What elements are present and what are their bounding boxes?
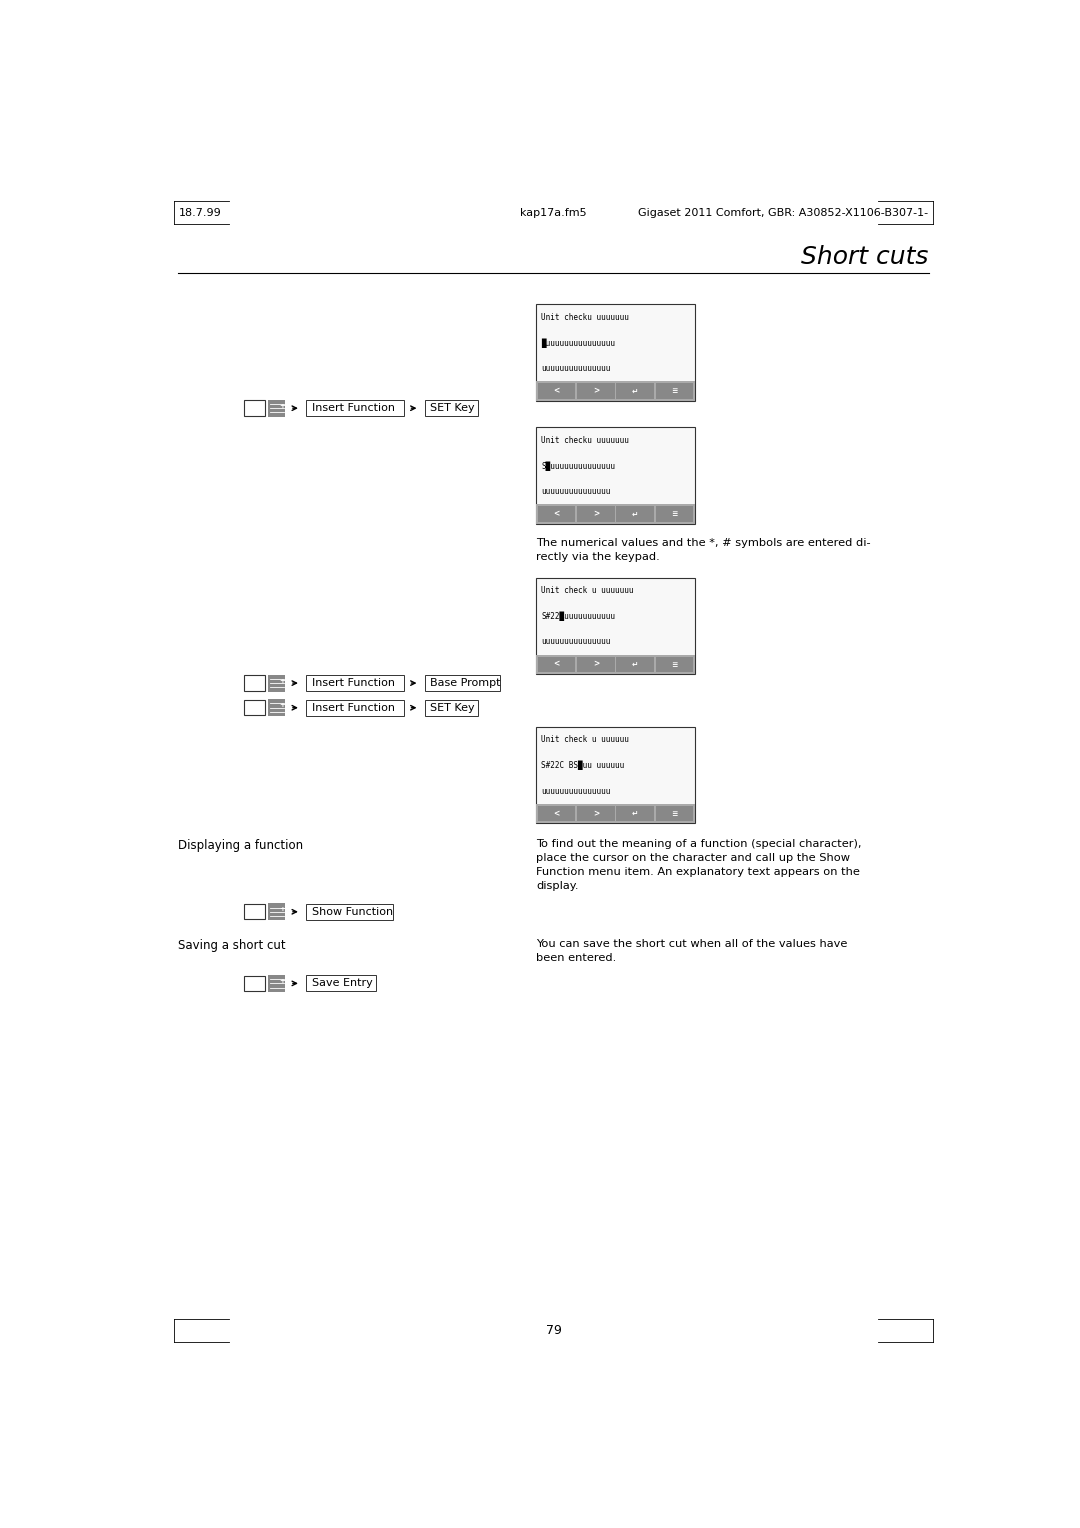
Text: Unit checku uuuuuuu: Unit checku uuuuuuu (541, 313, 630, 321)
Bar (243, 675, 266, 691)
Text: ≡: ≡ (671, 810, 677, 817)
Text: █uuuuuuuuuuuuuuu: █uuuuuuuuuuuuuuu (541, 338, 616, 347)
Text: uuuuuuuuuuuuuuu: uuuuuuuuuuuuuuu (541, 637, 611, 646)
Bar (536, 382, 694, 400)
Bar (536, 504, 694, 524)
Bar (536, 428, 694, 524)
Bar (243, 905, 266, 920)
Bar (617, 384, 653, 399)
Bar (617, 657, 653, 672)
Text: Gigaset 2011 Comfort, GBR: A30852-X1106-B307-1-: Gigaset 2011 Comfort, GBR: A30852-X1106-… (638, 208, 929, 217)
Bar (538, 805, 576, 822)
Text: Insert Function: Insert Function (312, 678, 394, 688)
Bar (307, 400, 404, 416)
Bar (268, 400, 285, 417)
Bar (268, 903, 285, 920)
Text: ↵: ↵ (632, 509, 638, 518)
Bar (538, 384, 576, 399)
Text: Unit check u uuuuuuu: Unit check u uuuuuuu (541, 585, 634, 594)
Bar (268, 975, 285, 992)
Text: Show Function: Show Function (312, 906, 393, 917)
Text: +: + (280, 403, 285, 410)
Text: uuuuuuuuuuuuuuu: uuuuuuuuuuuuuuu (541, 787, 611, 796)
Bar (577, 657, 615, 672)
Bar (307, 675, 404, 691)
Text: Insert Function: Insert Function (312, 703, 394, 712)
Text: SET Key: SET Key (430, 703, 475, 712)
Text: SET Key: SET Key (430, 403, 475, 413)
Text: ↵: ↵ (632, 387, 638, 396)
Text: ↵: ↵ (632, 810, 638, 817)
Bar (424, 675, 500, 691)
Bar (577, 805, 615, 822)
Bar (656, 657, 693, 672)
Text: +: + (280, 678, 285, 683)
Text: ≡: ≡ (671, 387, 677, 396)
Text: >: > (593, 810, 599, 817)
Text: <: < (554, 387, 559, 396)
Bar (538, 506, 576, 521)
Bar (268, 675, 285, 692)
Text: ↵: ↵ (632, 660, 638, 669)
Bar (577, 506, 615, 521)
Text: <: < (554, 509, 559, 518)
Bar (536, 654, 694, 674)
Text: ≡: ≡ (671, 509, 677, 518)
Bar (656, 384, 693, 399)
Text: S█uuuuuuuuuuuuuu: S█uuuuuuuuuuuuuu (541, 461, 616, 471)
Bar (268, 700, 285, 717)
Bar (656, 805, 693, 822)
Bar (243, 976, 266, 992)
Bar (538, 657, 576, 672)
Bar (307, 903, 393, 920)
Text: Displaying a function: Displaying a function (178, 839, 303, 851)
Text: uuuuuuuuuuuuuuu: uuuuuuuuuuuuuuu (541, 364, 611, 373)
Bar (536, 304, 694, 400)
Text: +: + (280, 906, 285, 912)
Bar (617, 805, 653, 822)
Text: Unit checku uuuuuuu: Unit checku uuuuuuu (541, 435, 630, 445)
Text: 18.7.99: 18.7.99 (178, 208, 221, 217)
Text: >: > (593, 387, 599, 396)
Bar (424, 700, 477, 715)
Bar (307, 700, 404, 715)
Bar (243, 400, 266, 416)
Text: Unit check u uuuuuu: Unit check u uuuuuu (541, 735, 630, 744)
Text: S#22█uuuuuuuuuuu: S#22█uuuuuuuuuuu (541, 611, 616, 620)
Text: S#22C BS█uu uuuuuu: S#22C BS█uu uuuuuu (541, 761, 624, 770)
Text: Insert Function: Insert Function (312, 403, 394, 413)
Text: 79: 79 (545, 1325, 562, 1337)
Bar (424, 400, 477, 416)
Bar (617, 506, 653, 521)
Text: To find out the meaning of a function (special character),
place the cursor on t: To find out the meaning of a function (s… (536, 839, 862, 891)
Bar (536, 804, 694, 824)
Text: Short cuts: Short cuts (801, 244, 929, 269)
Text: >: > (593, 660, 599, 669)
Bar (577, 384, 615, 399)
Text: ≡: ≡ (671, 660, 677, 669)
Text: kap17a.fm5: kap17a.fm5 (521, 208, 586, 217)
Text: Save Entry: Save Entry (312, 978, 373, 989)
Text: uuuuuuuuuuuuuuu: uuuuuuuuuuuuuuu (541, 487, 611, 497)
Text: Saving a short cut: Saving a short cut (178, 938, 286, 952)
Bar (536, 578, 694, 674)
Bar (307, 975, 376, 992)
Text: +: + (280, 703, 285, 709)
Text: <: < (554, 660, 559, 669)
Text: <: < (554, 810, 559, 817)
Bar (536, 727, 694, 824)
Text: +: + (280, 978, 285, 984)
Text: The numerical values and the *, # symbols are entered di-
rectly via the keypad.: The numerical values and the *, # symbol… (536, 538, 870, 562)
Text: >: > (593, 509, 599, 518)
Text: Base Prompt: Base Prompt (430, 678, 501, 688)
Bar (243, 700, 266, 715)
Bar (656, 506, 693, 521)
Text: You can save the short cut when all of the values have
been entered.: You can save the short cut when all of t… (536, 938, 848, 963)
